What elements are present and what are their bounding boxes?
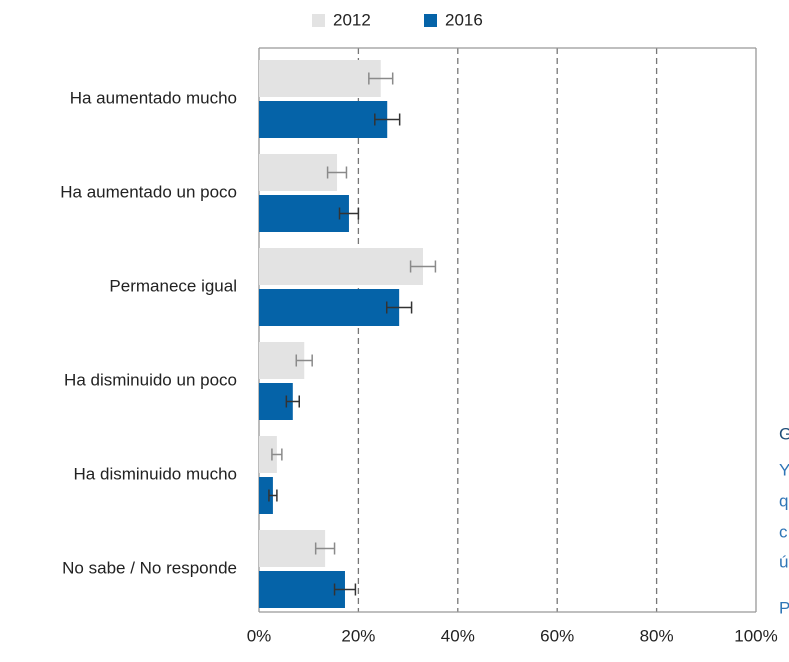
error-bar bbox=[333, 583, 357, 596]
error-bar bbox=[285, 395, 301, 408]
annotation: P bbox=[779, 598, 789, 617]
bar bbox=[259, 477, 273, 514]
y-tick-label: Ha disminuido un poco bbox=[64, 370, 237, 389]
legend-label: 2012 bbox=[333, 10, 371, 29]
annotation: G bbox=[779, 424, 789, 443]
error-bar bbox=[295, 354, 313, 367]
bar bbox=[259, 436, 277, 473]
y-tick-label: Ha aumentado mucho bbox=[70, 88, 237, 107]
bar bbox=[259, 101, 388, 138]
legend-label: 2016 bbox=[445, 10, 483, 29]
x-tick-label: 80% bbox=[640, 626, 674, 645]
y-tick-label: No sabe / No responde bbox=[62, 558, 237, 577]
x-tick-label: 20% bbox=[341, 626, 375, 645]
bar bbox=[259, 60, 381, 97]
error-bar bbox=[374, 113, 401, 126]
error-bar bbox=[268, 489, 278, 502]
error-bar bbox=[326, 166, 348, 179]
bar bbox=[259, 195, 349, 232]
legend-swatch bbox=[312, 14, 325, 27]
y-tick-label: Ha disminuido mucho bbox=[74, 464, 237, 483]
annotation: ú bbox=[779, 552, 788, 571]
y-tick-label: Ha aumentado un poco bbox=[60, 182, 237, 201]
annotation: c bbox=[779, 522, 788, 541]
error-bar bbox=[409, 260, 437, 273]
error-bar bbox=[338, 207, 360, 220]
x-tick-label: 100% bbox=[734, 626, 777, 645]
x-tick-label: 0% bbox=[247, 626, 272, 645]
bar bbox=[259, 530, 326, 567]
error-bar bbox=[368, 72, 394, 85]
annotation: Y bbox=[779, 460, 789, 479]
error-bar bbox=[385, 301, 413, 314]
error-bar bbox=[314, 542, 336, 555]
legend-swatch bbox=[424, 14, 437, 27]
annotation: q bbox=[779, 491, 788, 510]
y-tick-label: Permanece igual bbox=[109, 276, 237, 295]
error-bar bbox=[271, 448, 283, 461]
bar bbox=[259, 571, 345, 608]
x-tick-label: 40% bbox=[441, 626, 475, 645]
bar bbox=[259, 154, 338, 191]
bar bbox=[259, 248, 424, 285]
x-tick-label: 60% bbox=[540, 626, 574, 645]
bar bbox=[259, 289, 400, 326]
